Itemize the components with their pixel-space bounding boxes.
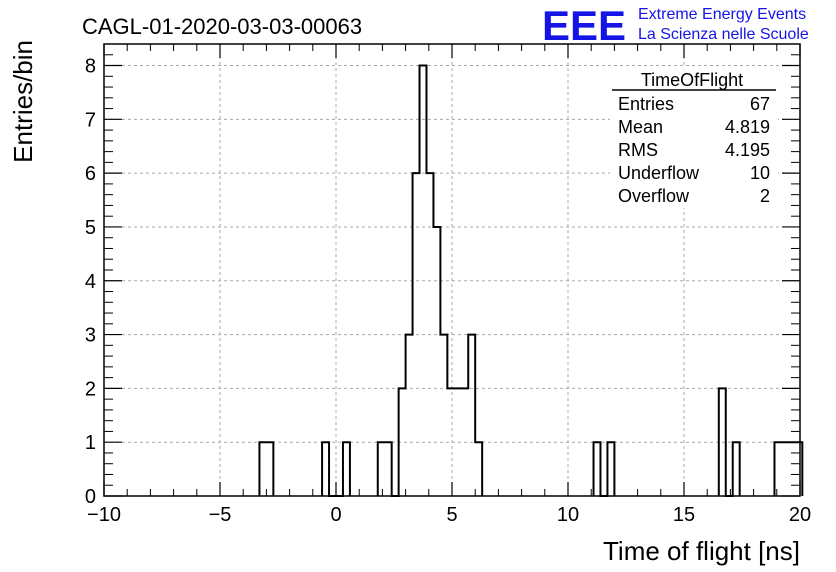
y-tick-label: 5	[85, 217, 96, 239]
stats-label: Overflow	[618, 186, 690, 206]
stats-value: 4.195	[725, 140, 770, 160]
y-axis-title: Entries/bin	[8, 40, 38, 163]
y-tick-label: 7	[85, 109, 96, 131]
y-tick-label: 1	[85, 432, 96, 454]
x-tick-label: 5	[446, 504, 457, 526]
y-tick-label: 8	[85, 56, 96, 78]
x-tick-label: 15	[673, 504, 695, 526]
plot-frame	[103, 43, 801, 497]
stats-value: 10	[750, 163, 770, 183]
stats-label: RMS	[618, 140, 658, 160]
x-tick-label: 0	[330, 504, 341, 526]
y-tick-label: 0	[85, 486, 96, 508]
y-tick-label: 2	[85, 378, 96, 400]
y-tick-label: 3	[85, 325, 96, 347]
stats-label: Underflow	[618, 163, 700, 183]
x-tick-label: 10	[557, 504, 579, 526]
x-tick-label: 20	[789, 504, 811, 526]
y-tick-label: 6	[85, 163, 96, 185]
stats-value: 67	[750, 94, 770, 114]
y-tick-label: 4	[85, 271, 96, 293]
logo-line-1: Extreme Energy Events	[638, 6, 806, 23]
stats-value: 4.819	[725, 117, 770, 137]
stats-box-name: TimeOfFlight	[641, 70, 743, 90]
stats-label: Mean	[618, 117, 663, 137]
logo-line-2: La Scienza nelle Scuole	[638, 26, 809, 43]
x-axis-title: Time of flight [ns]	[603, 536, 800, 566]
stats-box: TimeOfFlight Entries 67 Mean 4.819 RMS 4.195 U…	[610, 66, 778, 208]
stats-label: Entries	[618, 94, 674, 114]
eee-logo: EEE Extreme Energy Events La Scienza nel…	[542, 2, 809, 49]
stats-value: 2	[760, 186, 770, 206]
stats-rows: Entries 67 Mean 4.819 RMS 4.195 Underflow 10 Ove…	[618, 94, 770, 206]
chart-title: CAGL-01-2020-03-03-00063	[82, 14, 362, 39]
eee-logo-mark: EEE	[542, 2, 626, 49]
x-tick-label: −10	[87, 504, 121, 526]
x-tick-label: −5	[209, 504, 232, 526]
